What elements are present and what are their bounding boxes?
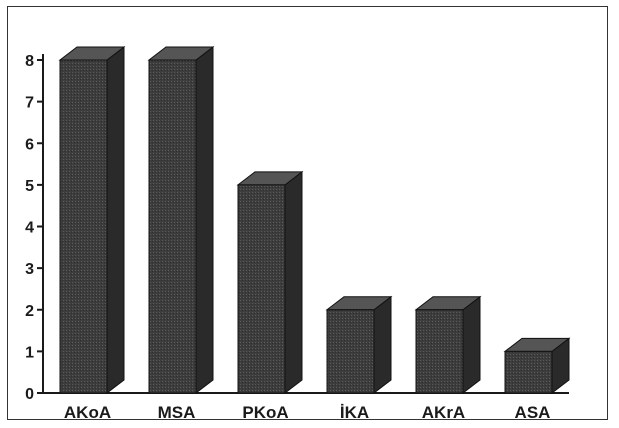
bar — [504, 350, 553, 394]
x-tick-label: MSA — [158, 403, 196, 422]
bar-side — [195, 45, 214, 395]
y-tick-label: 8 — [25, 53, 34, 70]
y-tick-label: 7 — [25, 95, 34, 112]
bar — [326, 309, 375, 394]
bar — [237, 184, 286, 394]
y-tick-label: 0 — [25, 386, 34, 403]
bar-side — [462, 295, 481, 395]
x-tick-label: AKoA — [64, 403, 111, 422]
bar — [148, 59, 197, 394]
y-tick-label: 2 — [25, 303, 34, 320]
bar-side — [284, 170, 303, 395]
x-tick-label: ASA — [515, 403, 551, 422]
y-tick-label: 1 — [25, 344, 34, 361]
bar-side — [373, 295, 392, 395]
bar — [59, 59, 108, 394]
y-tick-label: 5 — [25, 178, 34, 195]
x-tick-label: İKA — [340, 403, 369, 422]
bar — [415, 309, 464, 394]
bar-side — [106, 45, 125, 395]
x-tick-label: AKrA — [422, 403, 465, 422]
y-tick-label: 3 — [25, 261, 34, 278]
y-tick-label: 4 — [25, 220, 34, 237]
y-tick-label: 6 — [25, 136, 34, 153]
x-tick-label: PKoA — [242, 403, 288, 422]
